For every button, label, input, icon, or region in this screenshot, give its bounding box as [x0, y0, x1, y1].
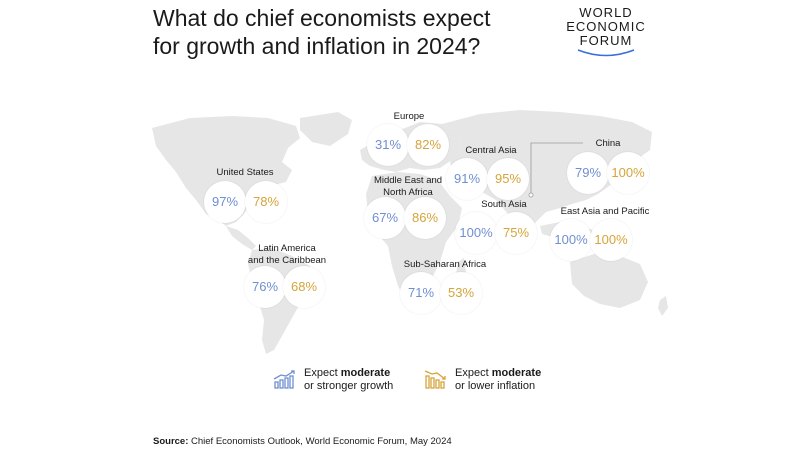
latam-label-line-1: Latin America	[258, 243, 316, 254]
legend-growth-text: Expect moderate or stronger growth	[304, 367, 393, 393]
sub-saharan-africa-growth-value: 71%	[400, 272, 442, 314]
mena-label-line-1: Middle East and	[373, 175, 443, 186]
sub-saharan-africa-inflation-value: 53%	[440, 272, 482, 314]
greenland-shape	[300, 112, 352, 146]
legend: Expect moderate or stronger growth Expec…	[259, 362, 559, 398]
falling-bars-icon	[424, 370, 446, 389]
wef-logo: WORLD ECONOMIC FORUM	[558, 6, 654, 57]
europe-growth-value: 31%	[367, 124, 409, 166]
logo-line-1: WORLD	[579, 5, 633, 20]
south-asia-growth-value: 100%	[455, 212, 497, 254]
mena-inflation-value: 86%	[404, 197, 446, 239]
legend-inflation-text: Expect moderate or lower inflation	[455, 367, 541, 393]
central-asia-growth-value: 91%	[446, 158, 488, 200]
east-asia-pacific-inflation-value: 100%	[590, 219, 632, 261]
mena-growth-value: 67%	[364, 197, 406, 239]
united-states-inflation-value: 78%	[245, 181, 287, 223]
region-label-east-asia-pacific: East Asia and Pacific	[560, 206, 650, 217]
central-asia-inflation-value: 95%	[487, 158, 529, 200]
title-line-1: What do chief economists expect	[153, 5, 491, 31]
region-label-china: China	[595, 138, 621, 149]
region-label-europe: Europe	[393, 111, 425, 122]
legend-growth-bold: moderate	[340, 367, 391, 379]
latin-america-inflation-value: 68%	[283, 266, 325, 308]
central-america-shape	[226, 226, 256, 250]
region-label-south-asia: South Asia	[481, 199, 527, 210]
logo-line-3: FORUM	[579, 33, 633, 48]
legend-inflation-pre: Expect	[455, 367, 492, 379]
united-states-growth-value: 97%	[204, 181, 246, 223]
europe-inflation-value: 82%	[407, 124, 449, 166]
australia-shape	[570, 254, 648, 308]
source-label: Source:	[153, 436, 189, 447]
china-inflation-value: 100%	[607, 152, 649, 194]
source-note: Source: Chief Economists Outlook, World …	[153, 436, 452, 447]
region-label-central-asia: Central Asia	[465, 145, 517, 156]
north-america-shape	[152, 116, 300, 226]
legend-growth-pre: Expect	[304, 367, 341, 379]
legend-inflation-line-2: or lower inflation	[455, 380, 536, 392]
logo-arc-icon	[577, 49, 635, 57]
latin-america-growth-value: 76%	[244, 266, 286, 308]
legend-growth-line-2: or stronger growth	[304, 380, 394, 392]
latam-label-line-2: and the Caribbean	[247, 255, 327, 266]
rising-bars-icon	[273, 370, 295, 389]
region-label-mena: Middle East and North Africa	[358, 175, 458, 199]
chart-title: What do chief economists expect for grow…	[153, 4, 553, 60]
east-asia-pacific-growth-value: 100%	[550, 219, 592, 261]
logo-line-2: ECONOMIC	[566, 19, 646, 34]
region-label-sub-saharan-africa: Sub-Saharan Africa	[403, 259, 487, 270]
legend-inflation-bold: moderate	[491, 367, 542, 379]
title-line-2: for growth and inflation in 2024?	[153, 33, 481, 59]
region-label-latin-america: Latin America and the Caribbean	[232, 243, 342, 267]
source-text: Chief Economists Outlook, World Economic…	[188, 436, 452, 447]
china-connector-dot	[528, 192, 534, 198]
mena-label-line-2: North Africa	[383, 187, 433, 198]
region-label-united-states: United States	[216, 167, 274, 178]
new-zealand-shape	[658, 296, 668, 316]
china-growth-value: 79%	[567, 152, 609, 194]
south-asia-inflation-value: 75%	[495, 212, 537, 254]
china-connector-line	[530, 142, 583, 193]
